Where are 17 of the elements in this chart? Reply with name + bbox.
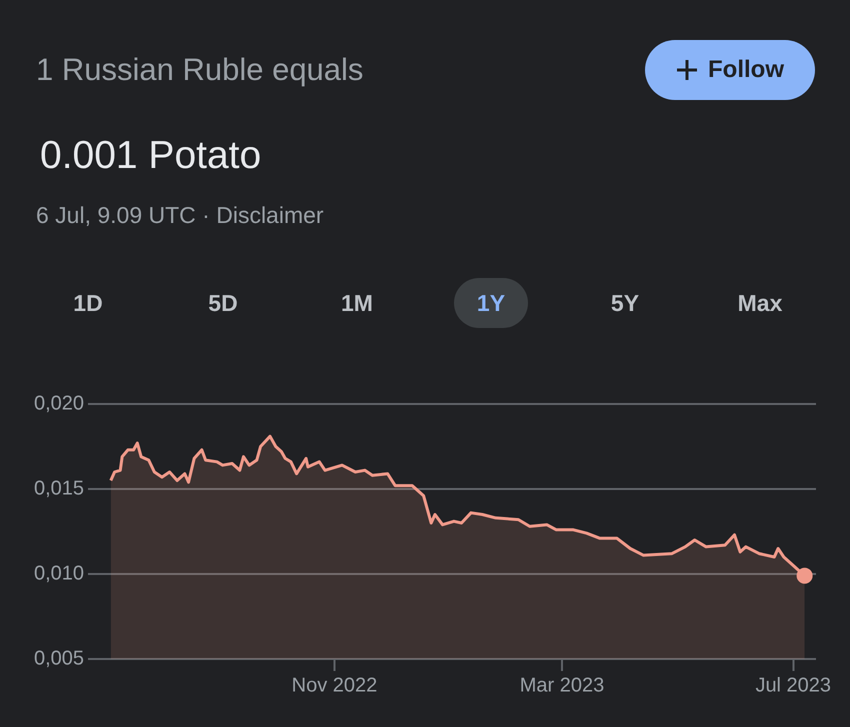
text: Follow [708,56,784,84]
y-tick-label: 0,015 [34,478,84,500]
x-tick-label: Mar 2023 [520,674,604,697]
x-tick-label: Jul 2023 [755,674,832,697]
chart-title: 1 Russian Ruble equals [36,52,364,88]
text: 5Y [610,288,640,318]
text: 1Y [454,278,528,328]
text: 6 Jul, 9.09 UTC · Disclaimer [36,202,324,229]
x-tick-label: Nov 2022 [292,674,378,697]
text: 1D [72,288,104,318]
y-tick-label: 0,005 [34,648,84,670]
y-tick-label: 0,020 [34,392,84,415]
text: 5D [207,288,239,318]
chart-subtitle: 0.001 Potato [40,134,262,178]
y-tick-label: 0,010 [34,562,84,585]
text: Max [736,288,784,318]
text: 1M [340,288,374,318]
